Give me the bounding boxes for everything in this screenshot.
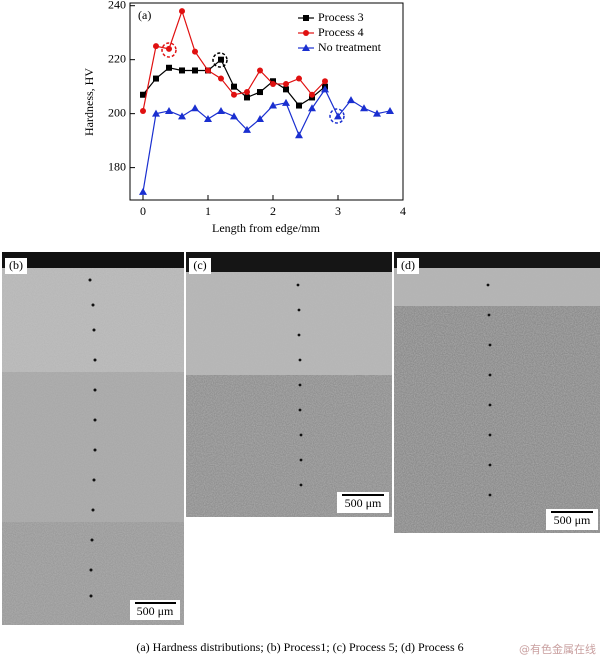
marker <box>231 83 237 90</box>
x-tick-label: 0 <box>140 204 146 218</box>
legend-marker <box>303 15 309 21</box>
panel-label: (c) <box>193 258 206 272</box>
marker <box>140 107 146 114</box>
marker <box>192 67 198 74</box>
panel-label: (a) <box>138 8 151 22</box>
marker <box>295 131 303 139</box>
x-tick-label: 1 <box>205 204 211 218</box>
marker <box>178 112 186 120</box>
marker <box>257 89 263 96</box>
x-axis-label: Length from edge/mm <box>212 221 321 235</box>
marker <box>243 125 251 133</box>
marker <box>322 78 328 85</box>
series-line <box>142 88 391 193</box>
marker <box>360 104 368 112</box>
marker <box>205 67 211 74</box>
marker <box>218 56 224 63</box>
marker <box>373 109 381 117</box>
marker <box>153 43 159 50</box>
marker <box>309 91 315 98</box>
marker <box>321 85 329 93</box>
marker <box>256 115 264 123</box>
marker <box>283 86 289 93</box>
micrograph-d: (d) 500 μm <box>394 252 600 533</box>
marker <box>231 91 237 98</box>
marker <box>282 98 290 106</box>
y-axis-label: Hardness, HV <box>82 68 96 136</box>
watermark: @有色金属在线 <box>519 642 596 656</box>
y-tick-label: 220 <box>108 51 126 65</box>
marker <box>270 80 276 87</box>
highlight-circles <box>161 42 345 124</box>
micrograph-b: (b) 500 μm <box>2 252 184 625</box>
marker <box>179 8 185 15</box>
marker <box>296 75 302 82</box>
y-tick-label: 180 <box>108 159 126 173</box>
marker <box>218 75 224 82</box>
marker <box>139 187 147 195</box>
legend-label: No treatment <box>318 40 382 54</box>
marker <box>166 45 172 52</box>
marker <box>153 75 159 82</box>
marker <box>244 94 250 101</box>
marker <box>191 104 199 112</box>
marker <box>166 64 172 71</box>
marker <box>308 104 316 112</box>
micrograph-c: (c) 500 μm <box>186 252 392 517</box>
scale-bar-label: 500 μm <box>137 604 174 618</box>
marker <box>244 89 250 96</box>
marker <box>257 67 263 74</box>
legend-label: Process 3 <box>318 10 364 24</box>
marker <box>192 48 198 55</box>
marker <box>386 106 394 114</box>
y-tick-label: 240 <box>108 0 126 11</box>
marker <box>217 106 225 114</box>
marker <box>140 91 146 98</box>
marker <box>204 115 212 123</box>
caption: (a) Hardness distributions; (b) Process1… <box>136 640 463 654</box>
x-tick-label: 2 <box>270 204 276 218</box>
marker <box>165 106 173 114</box>
y-tick-label: 200 <box>108 105 126 119</box>
legend-marker <box>302 44 310 51</box>
panel-label: (b) <box>9 258 23 272</box>
legend-marker <box>303 30 309 36</box>
legend-label: Process 4 <box>318 25 364 39</box>
marker <box>334 112 342 120</box>
marker <box>269 101 277 109</box>
marker <box>230 112 238 120</box>
marker <box>152 109 160 117</box>
marker <box>283 80 289 87</box>
marker <box>296 102 302 109</box>
panel-label: (d) <box>401 258 415 272</box>
marker <box>179 67 185 74</box>
marker <box>347 96 355 104</box>
plot-frame <box>129 2 404 201</box>
scale-bar-label: 500 μm <box>554 513 591 527</box>
scale-bar-label: 500 μm <box>345 496 382 510</box>
x-tick-label: 4 <box>400 204 406 218</box>
x-tick-label: 3 <box>335 204 341 218</box>
